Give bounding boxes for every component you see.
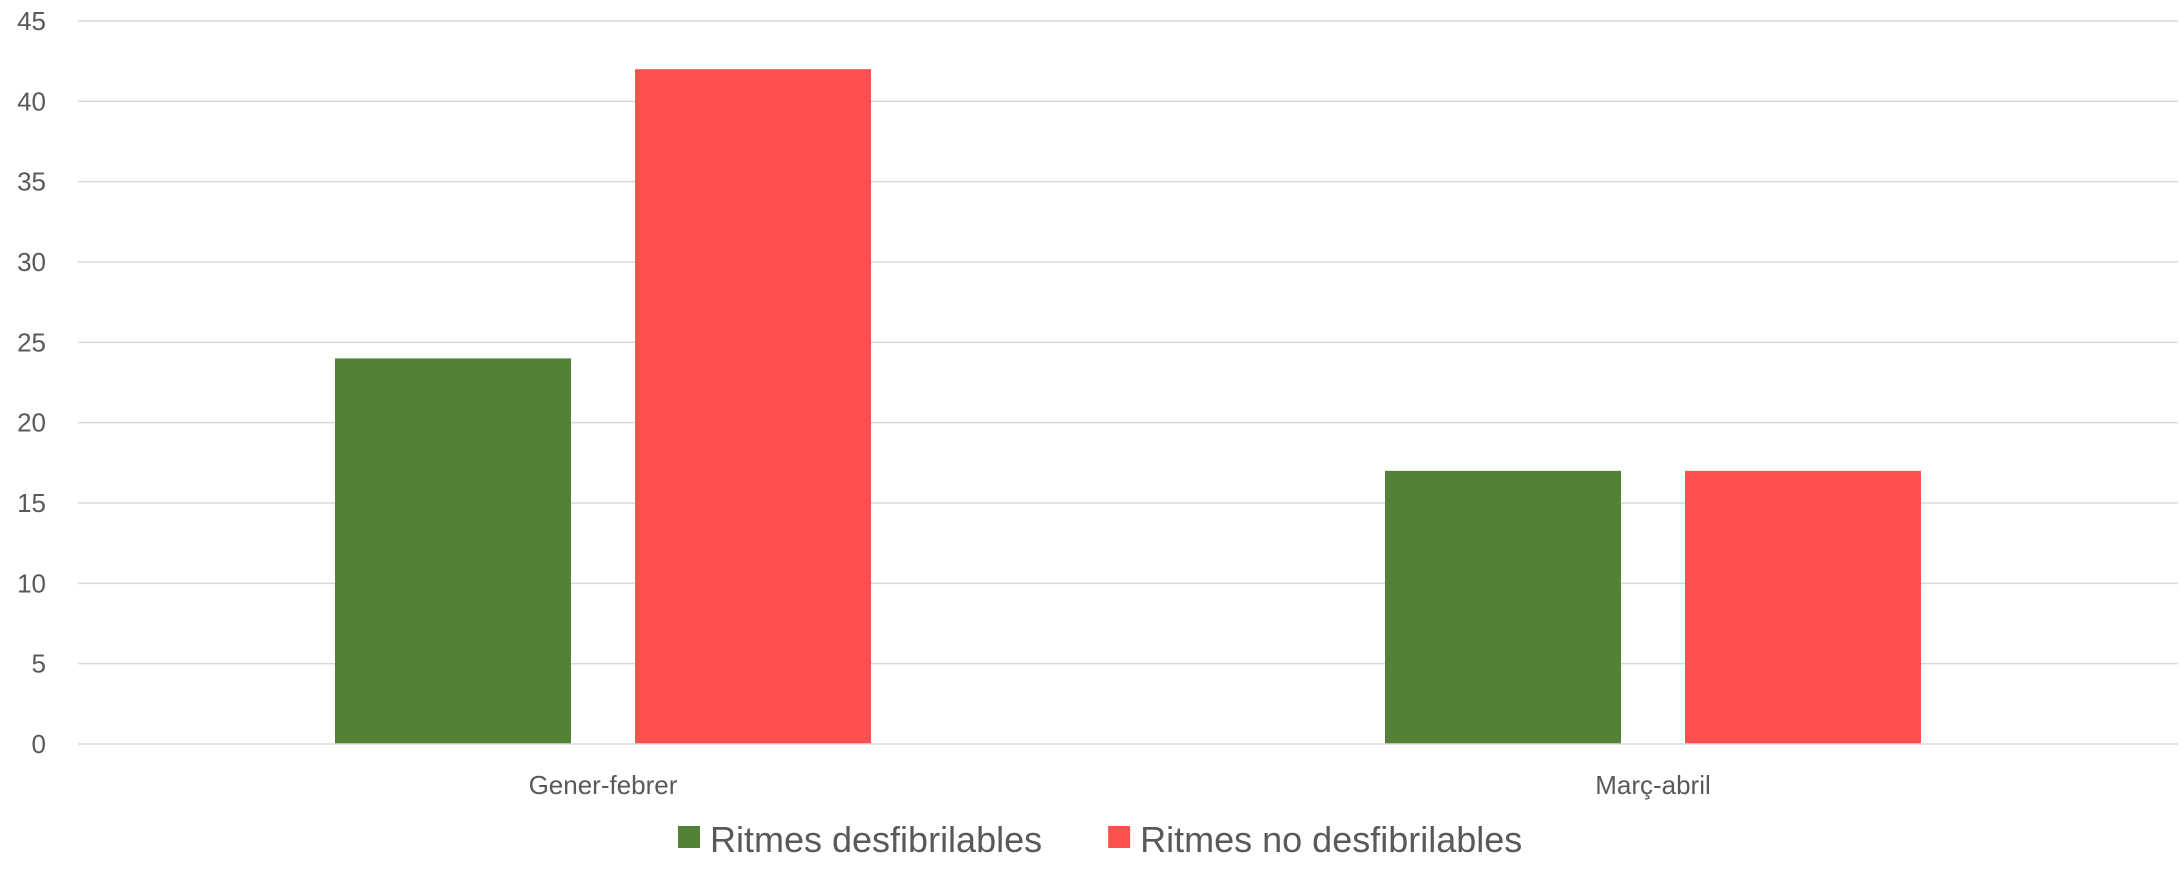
bar-no-desfibrilables-1	[635, 69, 871, 744]
legend-swatch	[678, 826, 700, 848]
bar-desfibrilables-2	[1385, 470, 1621, 744]
y-tick-label: 10	[17, 568, 46, 598]
legend-swatch	[1108, 826, 1131, 848]
x-category-label: Març-abril	[1595, 770, 1711, 800]
y-tick-label: 35	[17, 167, 46, 197]
y-tick-label: 25	[17, 327, 46, 357]
x-axis: Gener-febrer Març-abril	[78, 743, 2178, 800]
legend-label: Ritmes no desfibrilables	[1140, 819, 1522, 860]
y-tick-label: 45	[17, 6, 46, 36]
y-tick-label: 30	[17, 247, 46, 277]
y-tick-label: 5	[32, 649, 46, 679]
bar-no-desfibrilables-2	[1685, 470, 1921, 744]
x-category-label: Gener-febrer	[529, 770, 678, 800]
y-axis-tick-labels: 0 5 10 15 20 25 30 35 40 45	[17, 6, 46, 759]
bars	[335, 69, 1921, 744]
y-tick-label: 15	[17, 488, 46, 518]
y-tick-label: 0	[32, 729, 46, 759]
bar-desfibrilables-1	[335, 358, 571, 744]
y-tick-label: 20	[17, 408, 46, 438]
y-tick-label: 40	[17, 86, 46, 116]
legend: Ritmes desfibrilables Ritmes no desfibril…	[678, 819, 1522, 860]
legend-label: Ritmes desfibrilables	[710, 819, 1042, 860]
